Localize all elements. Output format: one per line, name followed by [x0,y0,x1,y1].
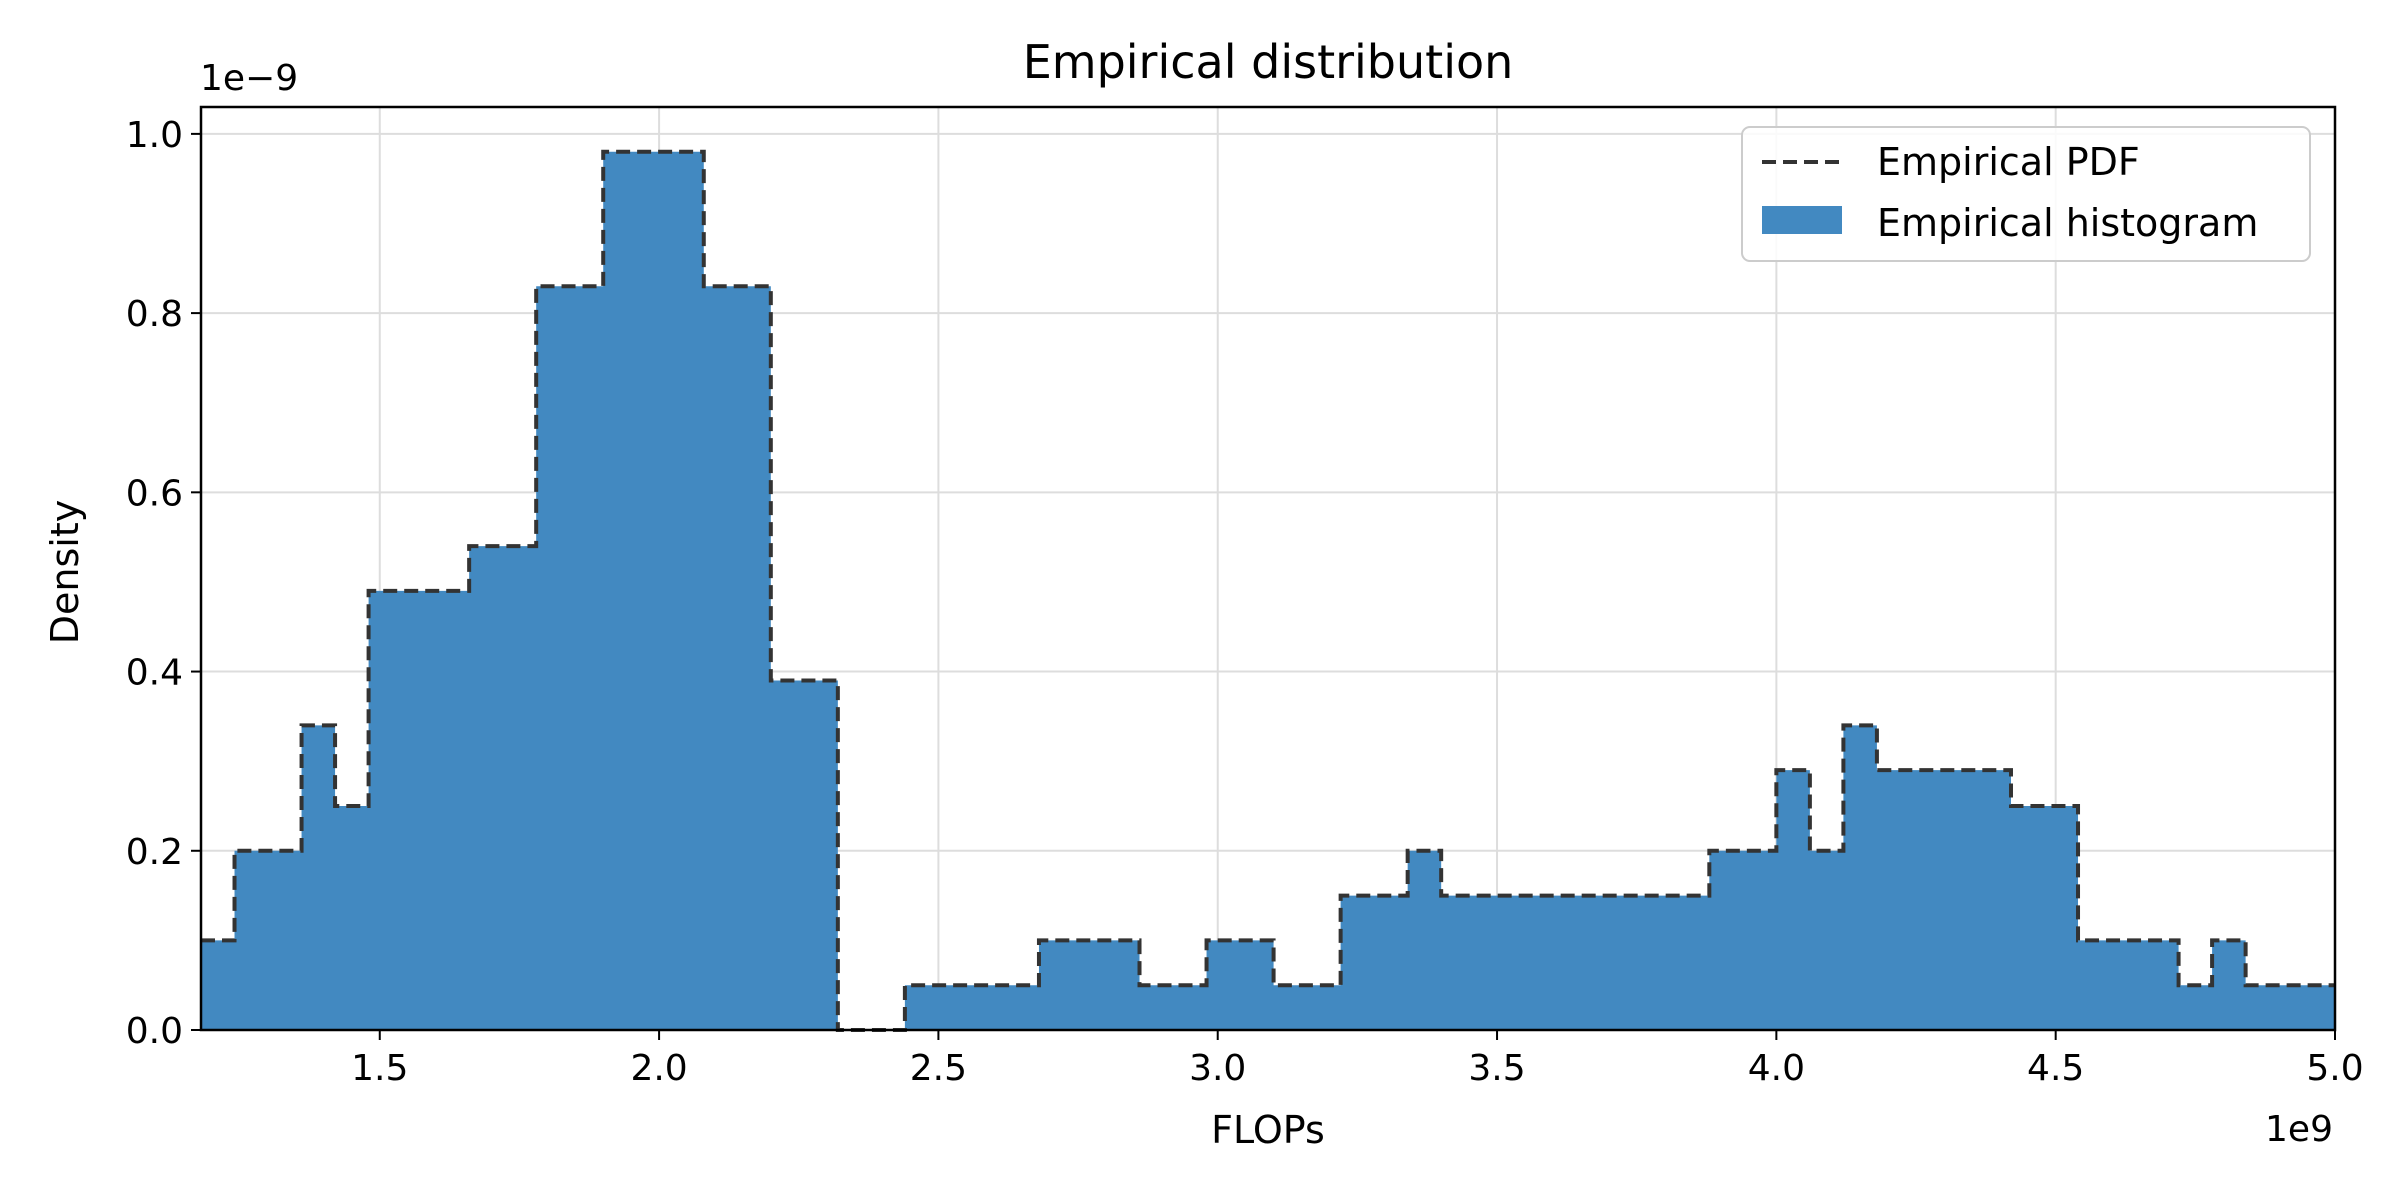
legend-box [1741,126,2311,262]
x-tick-label: 4.5 [2027,1048,2084,1089]
x-tick-label: 1.5 [351,1048,408,1089]
x-axis-label: FLOPs [1211,1108,1325,1152]
x-offset-label: 1e9 [2265,1109,2333,1150]
x-tick-label: 4.0 [1748,1048,1805,1089]
y-axis-ticks: 0.0 0.2 0.4 0.6 0.8 1.0 [126,115,201,1052]
y-tick-label: 0.4 [126,653,183,694]
y-axis-label: Density [43,500,87,644]
chart-title: Empirical distribution [1023,35,1514,89]
x-axis-ticks: 1.5 2.0 2.5 3.0 3.5 4.0 4.5 5.0 [351,1030,2364,1089]
empirical-pdf-line [201,149,2335,1032]
y-tick-label: 0.2 [126,832,183,873]
legend-pdf-label: Empirical PDF [1877,140,2140,184]
x-tick-label: 5.0 [2306,1048,2363,1089]
legend-histogram-label: Empirical histogram [1877,201,2258,245]
y-tick-label: 0.8 [126,294,183,335]
x-tick-label: 2.5 [910,1048,967,1089]
x-tick-label: 2.0 [630,1048,687,1089]
y-tick-label: 1.0 [126,115,183,156]
legend-histogram-swatch [1762,206,1842,234]
x-tick-label: 3.5 [1468,1048,1525,1089]
plot-frame [199,105,2337,1032]
y-offset-label: 1e−9 [200,58,298,99]
legend: Empirical PDF Empirical histogram [1741,126,2311,262]
y-tick-label: 0.6 [126,473,183,514]
y-tick-label: 0.0 [126,1011,183,1052]
x-tick-label: 3.0 [1189,1048,1246,1089]
histogram-fill [201,151,2335,1030]
